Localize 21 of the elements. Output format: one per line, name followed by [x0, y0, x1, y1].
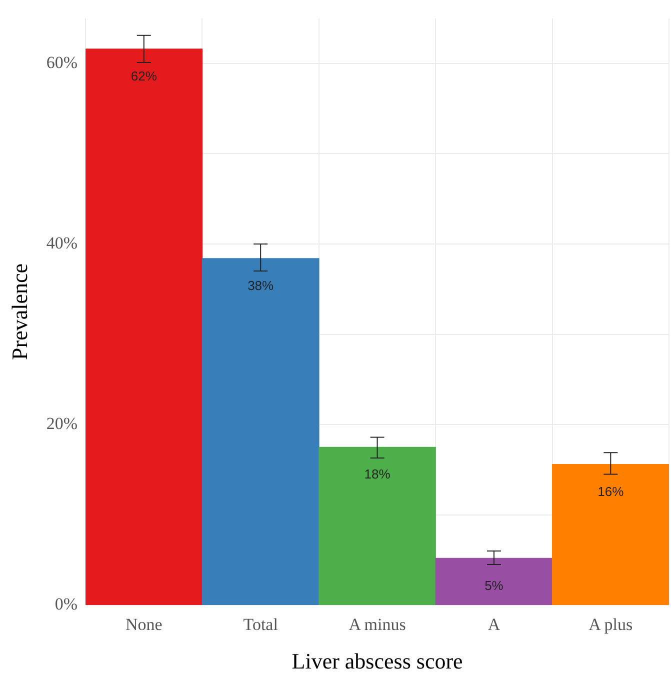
x-tick-label: None	[125, 614, 162, 634]
x-tick-label: A minus	[348, 614, 406, 634]
x-tick-label: A plus	[588, 614, 633, 634]
y-tick-label: 40%	[46, 233, 78, 252]
bar	[202, 258, 320, 606]
y-tick-label: 20%	[46, 414, 78, 434]
y-tick-label: 0%	[54, 594, 78, 614]
bar	[318, 446, 436, 606]
y-axis-title: Prevalence	[6, 263, 32, 360]
data-label: 16%	[598, 484, 624, 499]
x-axis-title: Liver abscess score	[292, 648, 463, 674]
data-label: 38%	[248, 278, 274, 293]
bar	[552, 464, 669, 606]
data-label: 18%	[364, 466, 391, 482]
x-tick-label: A	[488, 614, 501, 634]
y-tick-label: 60%	[46, 52, 78, 72]
x-tick-label: Total	[243, 614, 278, 634]
bar	[86, 48, 203, 606]
data-label: 5%	[484, 578, 504, 593]
bar	[435, 558, 553, 606]
data-label: 62%	[130, 68, 158, 84]
